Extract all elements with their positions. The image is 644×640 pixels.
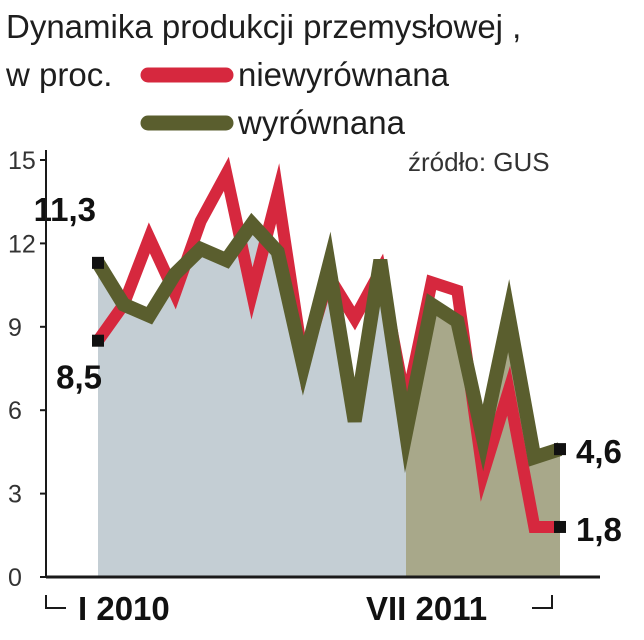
source-note: źródło: GUS	[408, 147, 550, 177]
value-label: 1,8	[576, 511, 622, 548]
period-start-label: I 2010	[78, 590, 170, 627]
period-bracket: I 2010 VII 2011	[45, 590, 553, 627]
y-axis-ticks: 0 3 6 9 12 15	[8, 147, 46, 592]
y-tick-label: 0	[8, 564, 22, 592]
y-tick-label: 15	[8, 147, 36, 175]
legend: niewyrównana wyrównana	[140, 56, 450, 141]
chart-title-line-2: w proc.	[5, 56, 112, 93]
series-lines	[92, 156, 563, 533]
value-labels: 11,3 8,5 4,6 1,8	[34, 191, 622, 548]
chart-title-line-1: Dynamika produkcji przemysłowej ,	[6, 8, 521, 45]
value-label: 4,6	[576, 433, 622, 470]
endpoint-markers	[92, 256, 566, 533]
data-point-marker	[92, 256, 104, 269]
value-label: 8,5	[56, 359, 102, 396]
legend-label-adjusted: wyrównana	[237, 104, 406, 141]
period-end-label: VII 2011	[366, 590, 487, 627]
legend-label-unadjusted: niewyrównana	[238, 56, 450, 93]
period-bracket-left	[45, 595, 66, 609]
data-point-marker	[92, 334, 104, 347]
y-tick-label: 12	[8, 230, 36, 258]
y-tick-label: 9	[8, 314, 22, 342]
data-point-marker	[554, 520, 566, 533]
y-tick-label: 6	[8, 397, 22, 425]
y-tick-label: 3	[8, 481, 22, 509]
data-point-marker	[554, 443, 566, 456]
series-line-adjusted	[92, 212, 563, 474]
period-bracket-right	[532, 595, 553, 609]
area-2010	[98, 223, 406, 577]
value-label: 11,3	[34, 191, 96, 228]
